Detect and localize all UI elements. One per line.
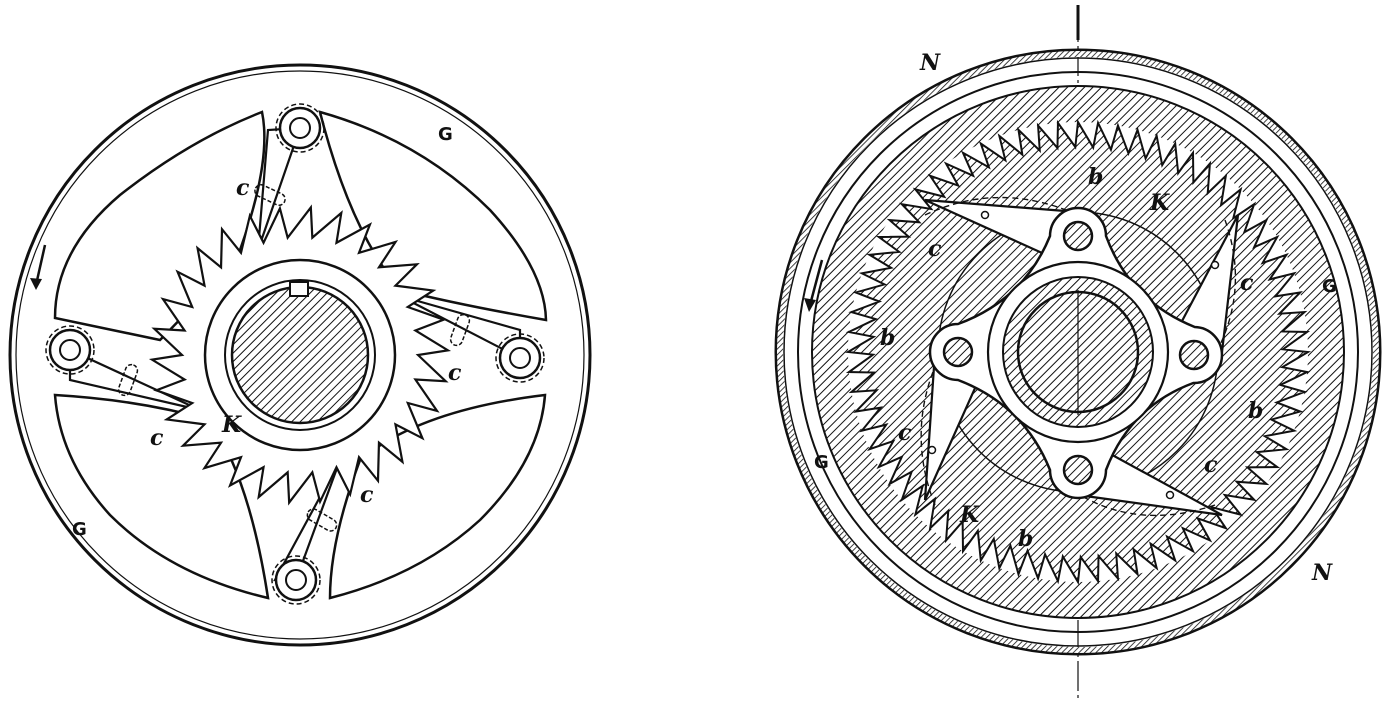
label-c-bottom: c (360, 482, 374, 508)
rim-g-outer-edge (811, 85, 1345, 619)
rim-g-hatched (812, 86, 1344, 618)
label-c-right: c (448, 360, 462, 386)
rotation-arrow-icon (34, 244, 47, 286)
label-n-bottom: N (1311, 560, 1333, 586)
label-b-top: b (1088, 164, 1103, 190)
casing-ring (797, 71, 1359, 633)
rotation-arrow-head-icon (30, 278, 42, 290)
label-k-top: K (1149, 190, 1170, 216)
pawl-pivots (942, 220, 1210, 486)
spring-slot-1 (254, 184, 286, 206)
pivot-boss-4 (45, 325, 95, 375)
spring-slot-2 (449, 313, 471, 347)
label-b-bottom: b (1018, 526, 1033, 552)
pivot-2 (1178, 339, 1210, 371)
shaft-section (230, 285, 370, 425)
pivot-3 (1062, 454, 1094, 486)
swing-arc-3 (1079, 494, 1216, 517)
pivot-1 (1062, 220, 1094, 252)
spring-pin-3 (1165, 490, 1175, 500)
label-c-top: c (236, 175, 250, 201)
label-b-left: b (880, 325, 895, 351)
spring-pin-2 (1210, 260, 1220, 270)
right-ratchet-figure: N N G G K K b b b b c c c c (774, 5, 1382, 700)
pivot-boss-2 (495, 333, 545, 383)
pawls (920, 196, 1240, 517)
label-c-top-left: c (928, 236, 942, 262)
pivot-pin-1 (289, 117, 311, 139)
label-k-bottom: K (959, 502, 980, 528)
left-ratchet-figure: G G K c c c c (8, 63, 592, 647)
spring-pin-1 (980, 210, 990, 220)
pivot-boss-3 (271, 555, 321, 605)
label-c-left: c (898, 420, 912, 446)
spoke-window-2 (318, 110, 548, 322)
label-n-top: N (919, 50, 941, 76)
label-c-left: c (150, 425, 164, 451)
pivot-pin-2 (509, 347, 531, 369)
pawl-pivots (45, 103, 545, 605)
rotation-arrow-icon (808, 259, 824, 306)
swing-arc-4 (920, 354, 941, 506)
pivot-boss-1 (275, 103, 325, 153)
pivot-pin-4 (59, 339, 81, 361)
spring-pin-4 (927, 445, 937, 455)
pivot-pin-3 (285, 569, 307, 591)
label-b-right: b (1248, 398, 1263, 424)
spoke-window-4 (53, 393, 270, 600)
label-c-right: c (1240, 270, 1254, 296)
band-n-inner (783, 57, 1373, 647)
band-n-outer (774, 48, 1382, 656)
rotation-arrow-head-icon (804, 298, 816, 312)
pivot-4 (942, 336, 974, 368)
band-n-hatched (777, 51, 1379, 653)
label-g-bottom: G (72, 519, 87, 540)
label-g-top: G (438, 124, 453, 145)
key-way (289, 281, 309, 297)
swing-arc-2 (1214, 219, 1237, 356)
label-g-left: G (814, 452, 829, 473)
label-k: K (221, 412, 242, 438)
outer-rim-inner (15, 70, 585, 640)
label-c-bottom-right: c (1204, 452, 1218, 478)
outer-rim-outer (8, 63, 592, 647)
label-g-right: G (1322, 276, 1337, 297)
spring-slot-3 (306, 508, 338, 532)
